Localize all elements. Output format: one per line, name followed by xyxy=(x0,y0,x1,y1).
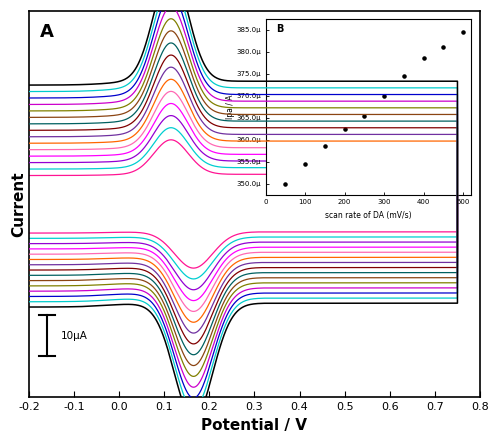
X-axis label: Potential / V: Potential / V xyxy=(202,418,308,433)
Text: A: A xyxy=(40,23,54,41)
Y-axis label: Current: Current xyxy=(11,171,26,237)
Text: 10μA: 10μA xyxy=(60,331,88,341)
